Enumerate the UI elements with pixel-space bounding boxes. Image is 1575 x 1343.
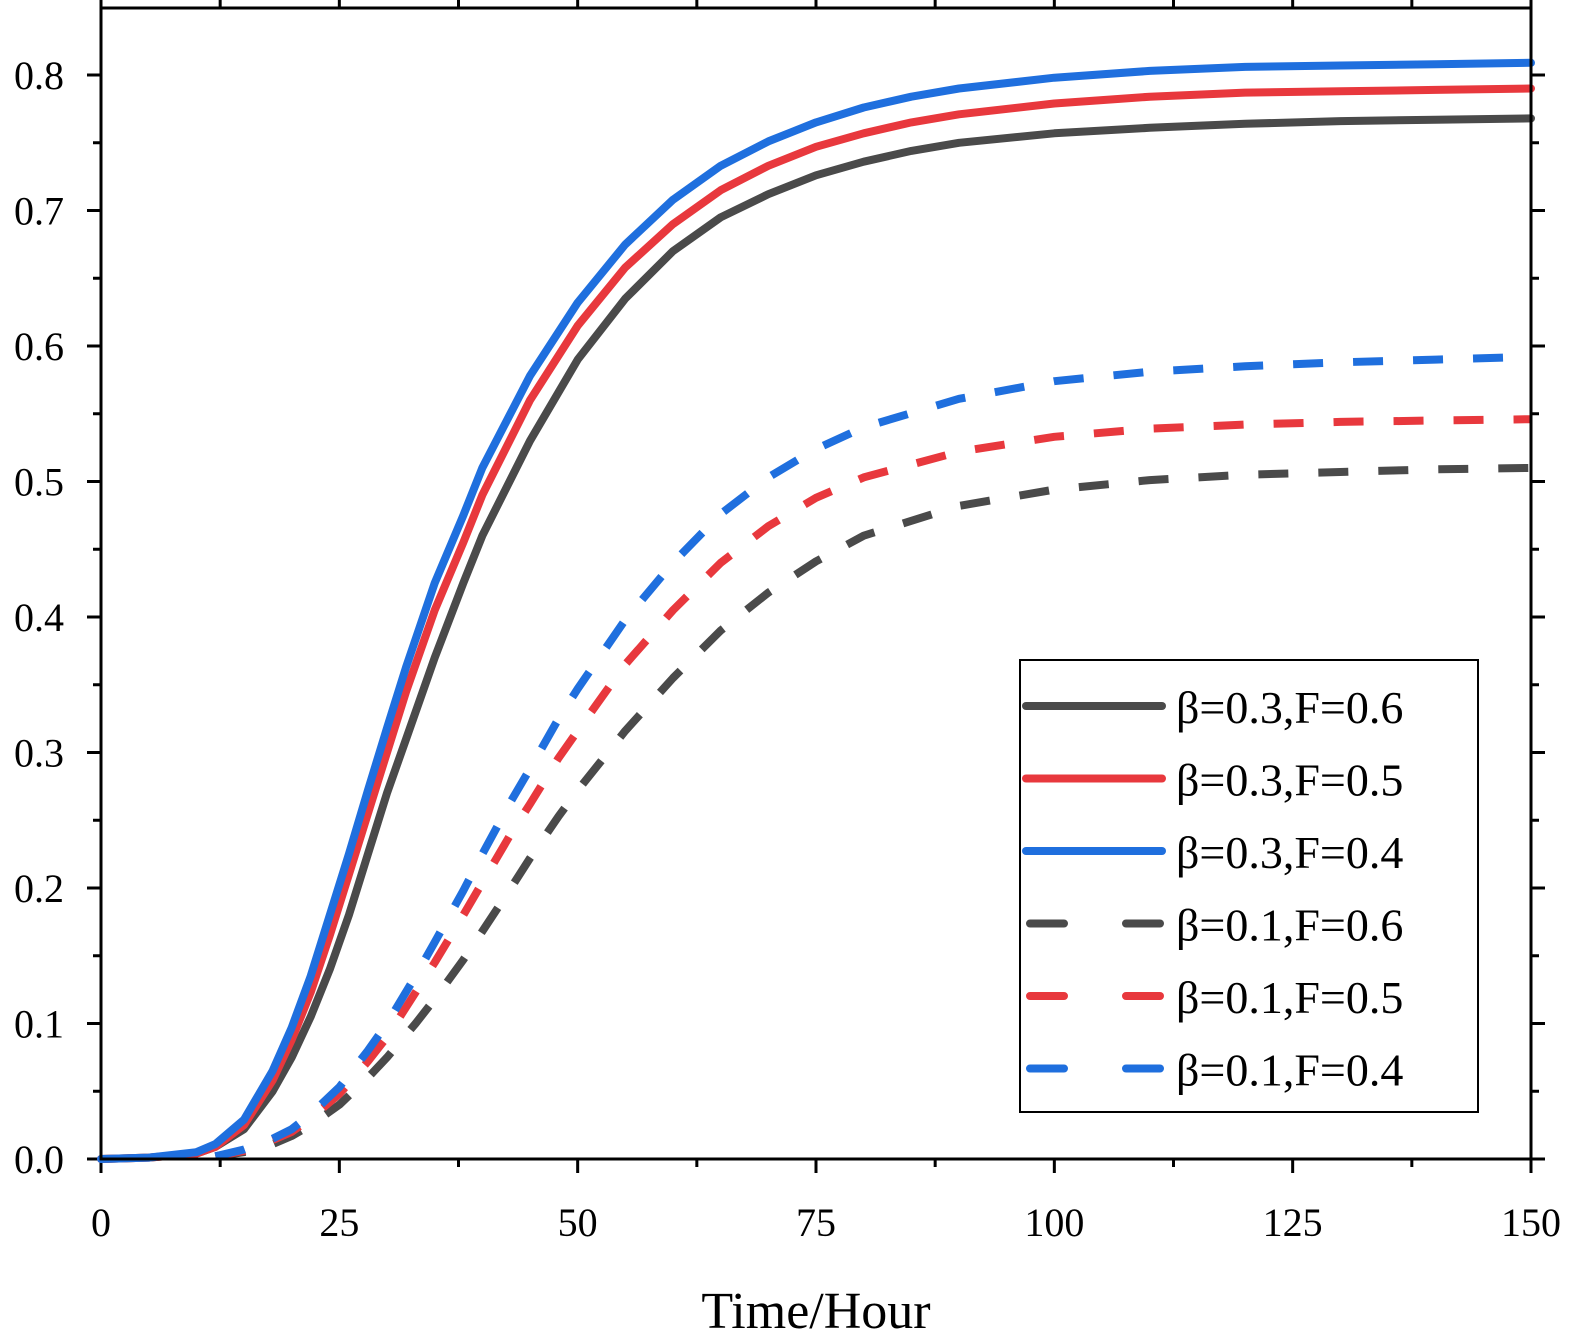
y-tick-label: 0.2 — [14, 866, 64, 911]
y-tick-label: 0.3 — [14, 731, 64, 776]
legend-label-6: β=0.1,F=0.4 — [1176, 1045, 1403, 1096]
series-line-2 — [97, 84, 1535, 1163]
series-line-3 — [97, 58, 1535, 1163]
legend: β=0.3,F=0.6 β=0.3,F=0.5 β=0.3,F=0.4 β=0.1,F… — [1019, 659, 1479, 1113]
series-line-6 — [214, 352, 1532, 1161]
plot-frame — [99, 6, 1533, 1161]
series-line-1 — [97, 114, 1535, 1163]
legend-label-3: β=0.3,F=0.4 — [1176, 827, 1403, 878]
legend-label-1: β=0.3,F=0.6 — [1176, 682, 1403, 733]
x-tick-label: 0 — [91, 1200, 111, 1245]
x-tick-label: 125 — [1263, 1200, 1323, 1245]
x-tick-label: 75 — [796, 1200, 836, 1245]
legend-box — [1019, 659, 1479, 1113]
legend-label-4: β=0.1,F=0.6 — [1176, 900, 1403, 951]
x-axis-title: Time/Hour — [701, 1283, 930, 1338]
legend-label-2: β=0.3,F=0.5 — [1176, 755, 1403, 806]
y-tick-label: 0.5 — [14, 460, 64, 505]
y-tick-label: 0.0 — [14, 1137, 64, 1182]
x-tick-label: 50 — [558, 1200, 598, 1245]
y-tick-label: 0.8 — [14, 53, 64, 98]
y-tick-label: 0.4 — [14, 595, 64, 640]
y-tick-label: 0.1 — [14, 1002, 64, 1047]
series-line-5 — [214, 415, 1532, 1161]
y-tick-label: 0.6 — [14, 324, 64, 369]
x-tick-label: 25 — [319, 1200, 359, 1245]
legend-label-5: β=0.1,F=0.5 — [1176, 972, 1403, 1023]
x-tick-label: 100 — [1024, 1200, 1084, 1245]
x-tick-label: 150 — [1501, 1200, 1561, 1245]
y-tick-label: 0.7 — [14, 189, 64, 234]
series-line-4 — [214, 463, 1532, 1161]
